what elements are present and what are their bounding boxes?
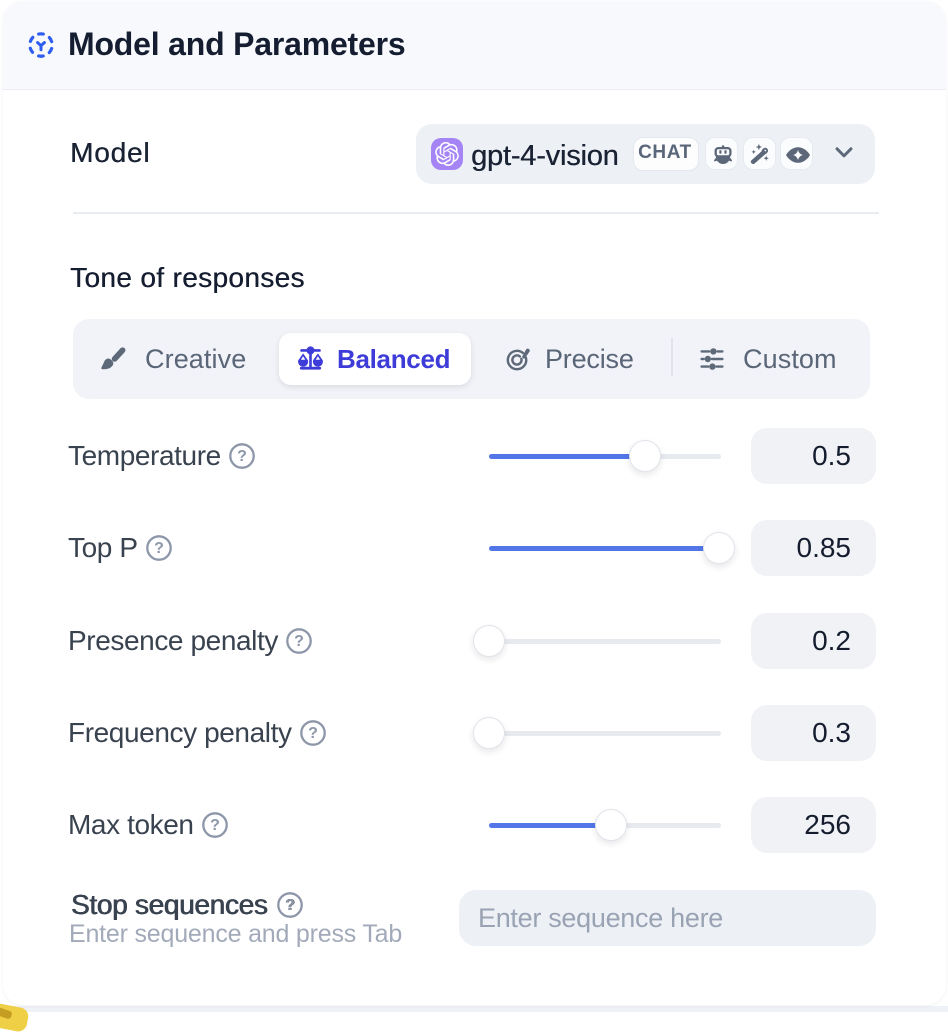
svg-text:?: ? [237,448,247,465]
svg-text:?: ? [154,540,164,557]
svg-text:?: ? [308,725,318,742]
svg-text:?: ? [210,817,220,834]
svg-text:?: ? [294,633,304,650]
svg-text:?: ? [285,897,294,914]
